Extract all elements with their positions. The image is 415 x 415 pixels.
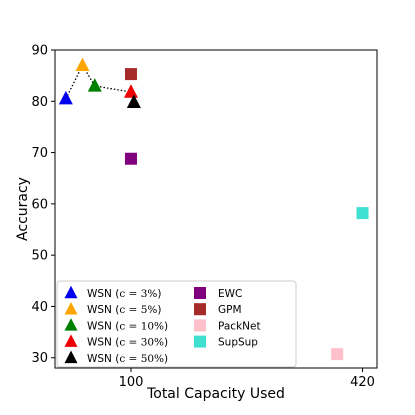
legend-label: PackNet (218, 320, 261, 332)
y-tick-label: 40 (31, 300, 48, 315)
y-axis-label: Accuracy (15, 177, 31, 241)
legend-label: WSN (c = 30%) (87, 337, 168, 349)
legend-marker (64, 350, 78, 364)
y-tick-label: 30 (31, 351, 48, 366)
wsn-c-3-marker (58, 90, 73, 105)
data-markers (58, 57, 369, 361)
legend-marker (64, 318, 78, 331)
legend-marker (194, 303, 206, 316)
wsn-c-10-marker (87, 78, 102, 92)
legend-box (56, 280, 297, 368)
legend-marker (194, 335, 206, 348)
y-axis-ticks: 30 40 50 60 70 80 90 (31, 44, 55, 366)
gpm-marker (124, 68, 137, 81)
wsn-c-50-marker (126, 94, 141, 108)
wsn-c-30-marker (123, 84, 138, 98)
y-tick-label: 70 (31, 146, 48, 161)
legend-marker (64, 334, 78, 347)
legend-label: SupSup (218, 337, 258, 349)
wsn-connecting-line (65, 64, 135, 103)
supsup-marker (356, 207, 369, 220)
legend-label: WSN (c = 10%) (87, 320, 168, 332)
x-axis-ticks: 100 420 (119, 368, 375, 390)
legend-marker (194, 319, 206, 332)
y-tick-label: 60 (31, 197, 48, 212)
legend-marker (64, 285, 78, 299)
legend-label: GPM (218, 304, 242, 316)
x-tick-label: 100 (119, 375, 144, 390)
legend-marker (194, 287, 206, 299)
y-tick-label: 80 (31, 95, 48, 110)
legend-label: WSN (c = 50%) (87, 353, 168, 365)
y-tick-label: 90 (31, 44, 48, 59)
legend-label: WSN (c = 5%) (87, 304, 161, 316)
wsn-c-5-marker (75, 57, 90, 72)
legend: WSN (c = 3%) WSN (c = 5%) WSN (c = 10%) WSN… (56, 280, 297, 368)
y-tick-label: 50 (31, 249, 48, 264)
legend-label: WSN (c = 3%) (87, 288, 161, 300)
packnet-marker (331, 348, 344, 361)
legend-label: EWC (218, 288, 242, 300)
legend-marker (64, 301, 78, 315)
ewc-marker (124, 152, 137, 165)
x-axis-label: Total Capacity Used (146, 386, 285, 402)
x-tick-label: 420 (350, 375, 375, 390)
